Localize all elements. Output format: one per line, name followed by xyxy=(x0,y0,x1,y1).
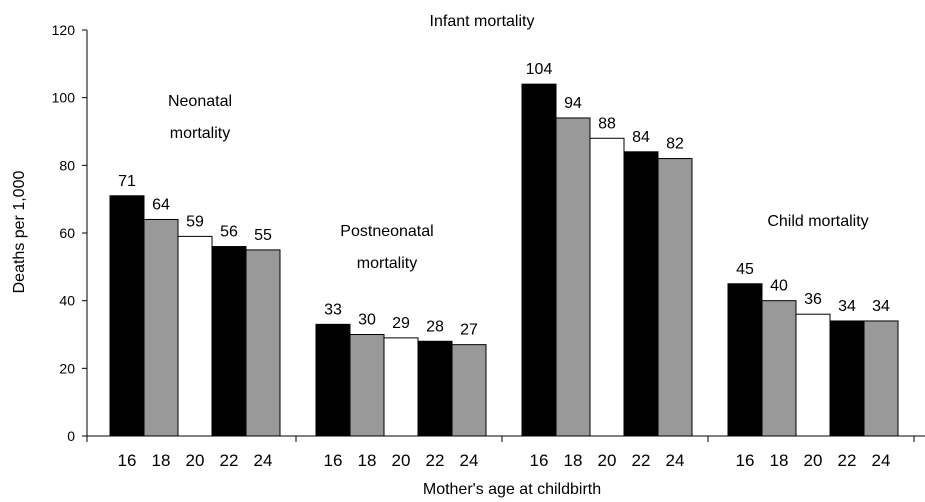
x-tick-label: 22 xyxy=(632,451,651,470)
x-tick-label: 24 xyxy=(872,451,891,470)
group-label: mortality xyxy=(170,125,230,142)
data-label: 30 xyxy=(358,312,376,329)
bar xyxy=(143,218,179,437)
y-tick-label: 80 xyxy=(59,157,75,173)
data-label: 88 xyxy=(598,115,616,132)
bar xyxy=(315,323,351,437)
x-tick-label: 24 xyxy=(460,451,479,470)
data-label: 55 xyxy=(254,227,272,244)
x-tick-label: 20 xyxy=(598,451,617,470)
x-tick-label: 18 xyxy=(358,451,377,470)
x-tick-label: 18 xyxy=(152,451,171,470)
bar xyxy=(863,320,899,437)
x-tick-label: 16 xyxy=(736,451,755,470)
data-label: 82 xyxy=(666,136,684,153)
data-label: 36 xyxy=(804,291,822,308)
group-label: mortality xyxy=(357,255,417,272)
x-tick-label: 20 xyxy=(804,451,823,470)
bar xyxy=(623,151,659,437)
y-tick-label: 20 xyxy=(59,360,75,376)
data-label: 64 xyxy=(152,196,170,213)
group-label: Postneonatal xyxy=(340,223,433,240)
x-tick-label: 20 xyxy=(392,451,411,470)
group-label: Child mortality xyxy=(767,213,868,230)
bar xyxy=(521,83,557,437)
y-tick-label: 120 xyxy=(52,22,76,38)
x-tick-label: 22 xyxy=(838,451,857,470)
bar xyxy=(657,158,693,437)
x-tick-label: 16 xyxy=(530,451,549,470)
bar xyxy=(417,340,453,437)
data-label: 34 xyxy=(872,298,890,315)
data-label: 94 xyxy=(564,95,582,112)
x-tick-label: 24 xyxy=(666,451,685,470)
x-axis-title: Mother's age at childbirth xyxy=(423,481,601,498)
bar xyxy=(555,117,591,437)
bar xyxy=(451,344,487,437)
y-tick-label: 60 xyxy=(59,225,75,241)
group-label: Infant mortality xyxy=(430,13,535,30)
data-label: 45 xyxy=(736,261,754,278)
x-tick-label: 16 xyxy=(324,451,343,470)
data-label: 40 xyxy=(770,278,788,295)
x-tick-label: 22 xyxy=(426,451,445,470)
plot-area: 0 20 40 60 80 100 120 71 16 64 18 59 20 56 22 55 24 Neona… xyxy=(52,13,925,470)
y-axis-title: Deaths per 1,000 xyxy=(11,171,28,294)
x-tick-label: 16 xyxy=(118,451,137,470)
data-label: 34 xyxy=(838,298,856,315)
data-label: 29 xyxy=(392,315,410,332)
x-tick-label: 22 xyxy=(220,451,239,470)
data-label: 56 xyxy=(220,224,238,241)
x-tick-label: 18 xyxy=(564,451,583,470)
x-tick-label: 24 xyxy=(254,451,273,470)
y-tick-label: 40 xyxy=(59,293,75,309)
bar xyxy=(383,337,419,437)
data-label: 59 xyxy=(186,213,204,230)
x-tick-label: 20 xyxy=(186,451,205,470)
bar xyxy=(589,137,625,437)
x-tick-label: 18 xyxy=(770,451,789,470)
bar xyxy=(109,195,145,437)
y-tick-label: 100 xyxy=(52,90,76,106)
data-label: 28 xyxy=(426,318,444,335)
data-label: 33 xyxy=(324,301,342,318)
bar xyxy=(245,249,281,437)
bar xyxy=(761,300,797,437)
bar xyxy=(211,246,247,437)
bar xyxy=(795,313,831,437)
bar xyxy=(177,235,213,437)
bar xyxy=(829,320,865,437)
bar xyxy=(349,334,385,437)
data-label: 71 xyxy=(118,173,136,190)
y-tick-label: 0 xyxy=(67,428,75,444)
data-label: 27 xyxy=(460,322,478,339)
bar xyxy=(727,283,763,437)
data-label: 84 xyxy=(632,129,650,146)
group-label: Neonatal xyxy=(168,93,232,110)
data-label: 104 xyxy=(526,61,553,78)
